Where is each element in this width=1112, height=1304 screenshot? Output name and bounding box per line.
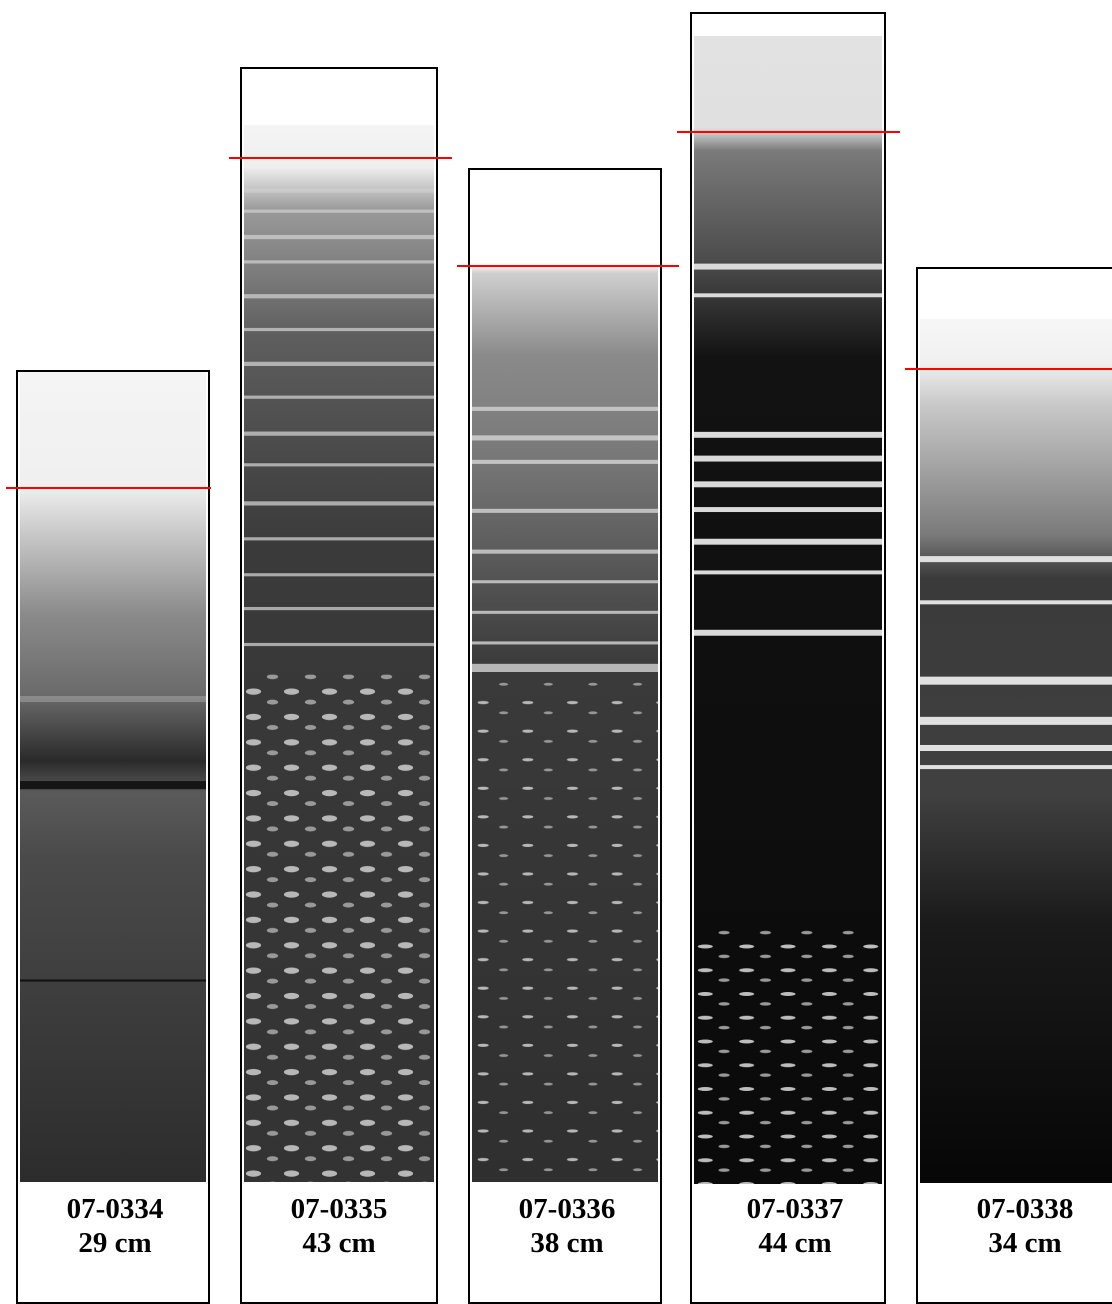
core-label-07-0335: 07-0335 43 cm [244, 1192, 434, 1260]
core-depth: 29 cm [78, 1227, 152, 1259]
snow-core-07-0335 [240, 67, 438, 1304]
core-depth: 43 cm [302, 1227, 376, 1259]
core-id: 07-0336 [518, 1193, 616, 1225]
snow-core-07-0338 [916, 267, 1112, 1304]
core-image-07-0334 [20, 372, 206, 1182]
core-image-07-0335 [244, 125, 434, 1182]
snow-surface-line [229, 157, 452, 159]
core-label-07-0337: 07-0337 44 cm [700, 1192, 890, 1260]
core-label-07-0336: 07-0336 38 cm [472, 1192, 662, 1260]
core-image-07-0336 [472, 264, 658, 1182]
snow-core-07-0337 [690, 12, 886, 1304]
core-depth: 34 cm [988, 1227, 1062, 1259]
core-image-07-0338 [920, 319, 1112, 1183]
core-image-07-0337 [694, 36, 882, 1184]
snow-surface-line [6, 487, 211, 489]
snow-surface-line [457, 265, 679, 267]
core-label-07-0338: 07-0338 34 cm [950, 1192, 1100, 1260]
snow-core-07-0334 [16, 370, 210, 1304]
core-id: 07-0335 [290, 1193, 388, 1225]
core-label-07-0334: 07-0334 29 cm [20, 1192, 210, 1260]
snow-surface-line [905, 368, 1112, 370]
core-id: 07-0337 [746, 1193, 844, 1225]
core-id: 07-0334 [66, 1193, 164, 1225]
core-depth: 44 cm [758, 1227, 832, 1259]
snow-surface-line [677, 131, 900, 133]
core-depth: 38 cm [530, 1227, 604, 1259]
snow-core-07-0336 [468, 168, 662, 1304]
core-id: 07-0338 [976, 1193, 1074, 1225]
